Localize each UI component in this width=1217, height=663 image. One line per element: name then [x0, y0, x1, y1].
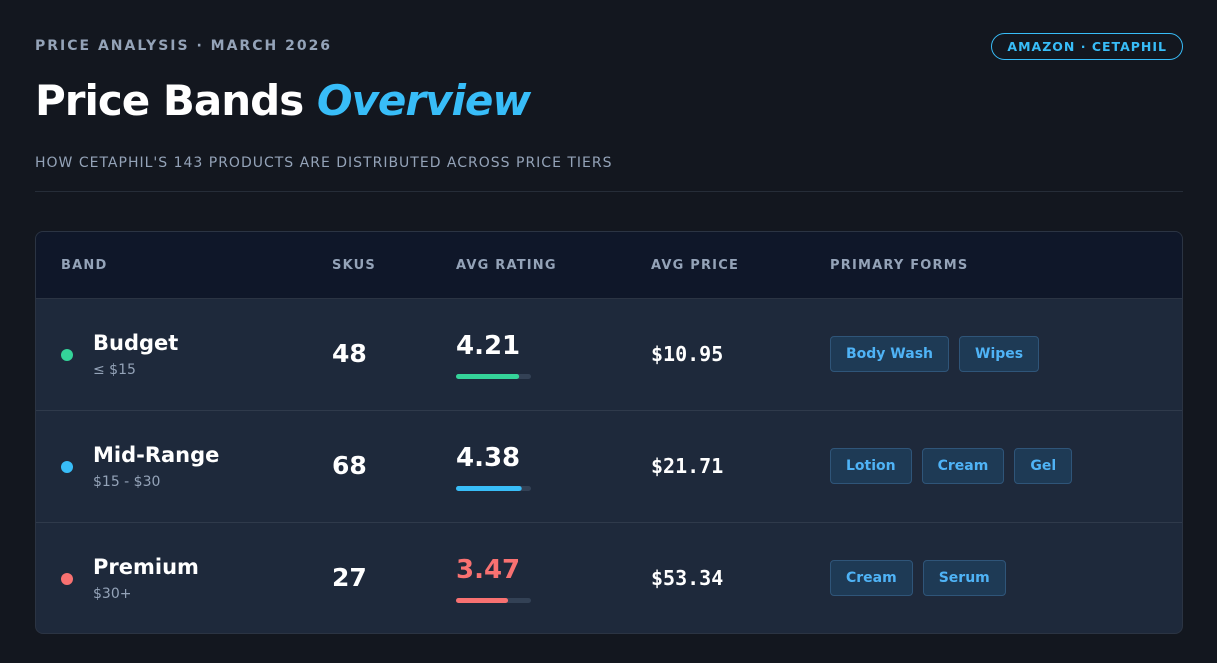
- rating-fill: [456, 374, 520, 379]
- table-row: Premium $30+ 27 3.47 $53.34 Cream Serum: [36, 523, 1182, 633]
- form-tags: Lotion Cream Gel: [830, 448, 1073, 484]
- sku-count: 48: [332, 339, 367, 368]
- divider: [35, 191, 1183, 192]
- column-header: AVG RATING: [456, 258, 557, 273]
- title: Price Bands Overview: [35, 76, 531, 125]
- eyebrow: PRICE ANALYSIS · MARCH 2026: [35, 38, 333, 54]
- badge: AMAZON · CETAPHIL: [991, 33, 1183, 60]
- rating-fill: [456, 598, 509, 603]
- avg-rating: 4.38: [456, 443, 521, 473]
- avg-price: $53.34: [651, 566, 724, 590]
- rating-bar: [456, 598, 531, 603]
- table-header: BAND SKUS AVG RATING AVG PRICE PRIMARY FORMS: [36, 232, 1182, 299]
- band-range: $30+: [93, 586, 132, 602]
- table: BAND SKUS AVG RATING AVG PRICE PRIMARY FORMS…: [35, 231, 1183, 634]
- form-tag: Cream: [830, 560, 913, 596]
- band-range: $15 - $30: [93, 474, 161, 490]
- band-name: Mid-Range: [93, 443, 220, 467]
- form-tags: Body Wash Wipes: [830, 336, 1040, 372]
- form-tag: Cream: [921, 448, 1005, 484]
- column-header: BAND: [61, 258, 108, 273]
- form-tag: Lotion: [830, 448, 912, 484]
- band-name: Budget: [93, 331, 179, 355]
- title-text: Price Bands: [35, 76, 304, 125]
- rating-bar: [456, 486, 531, 491]
- band-dot: [61, 461, 73, 473]
- column-header: AVG PRICE: [651, 258, 740, 273]
- rating-bar: [456, 374, 531, 379]
- form-tag: Serum: [922, 560, 1006, 596]
- band-dot: [61, 349, 73, 361]
- avg-price: $10.95: [651, 342, 724, 366]
- form-tag: Gel: [1014, 448, 1073, 484]
- band-dot: [61, 573, 73, 585]
- subtitle: HOW CETAPHIL'S 143 PRODUCTS ARE DISTRIBU…: [35, 155, 613, 171]
- avg-rating: 4.21: [456, 331, 521, 361]
- band-name: Premium: [93, 555, 199, 579]
- title-accent: Overview: [316, 76, 531, 125]
- sku-count: 68: [332, 451, 367, 480]
- column-header: PRIMARY FORMS: [830, 258, 969, 273]
- sku-count: 27: [332, 563, 367, 592]
- table-row: Mid-Range $15 - $30 68 4.38 $21.71 Lotion Crea…: [36, 411, 1182, 523]
- avg-price: $21.71: [651, 454, 724, 478]
- avg-rating: 3.47: [456, 555, 521, 585]
- rating-fill: [456, 486, 522, 491]
- table-row: Budget ≤ $15 48 4.21 $10.95 Body Wash Wipes: [36, 299, 1182, 411]
- form-tag: Body Wash: [830, 336, 950, 372]
- form-tag: Wipes: [959, 336, 1040, 372]
- band-range: ≤ $15: [93, 362, 136, 378]
- column-header: SKUS: [332, 258, 376, 273]
- form-tags: Cream Serum: [830, 560, 1006, 596]
